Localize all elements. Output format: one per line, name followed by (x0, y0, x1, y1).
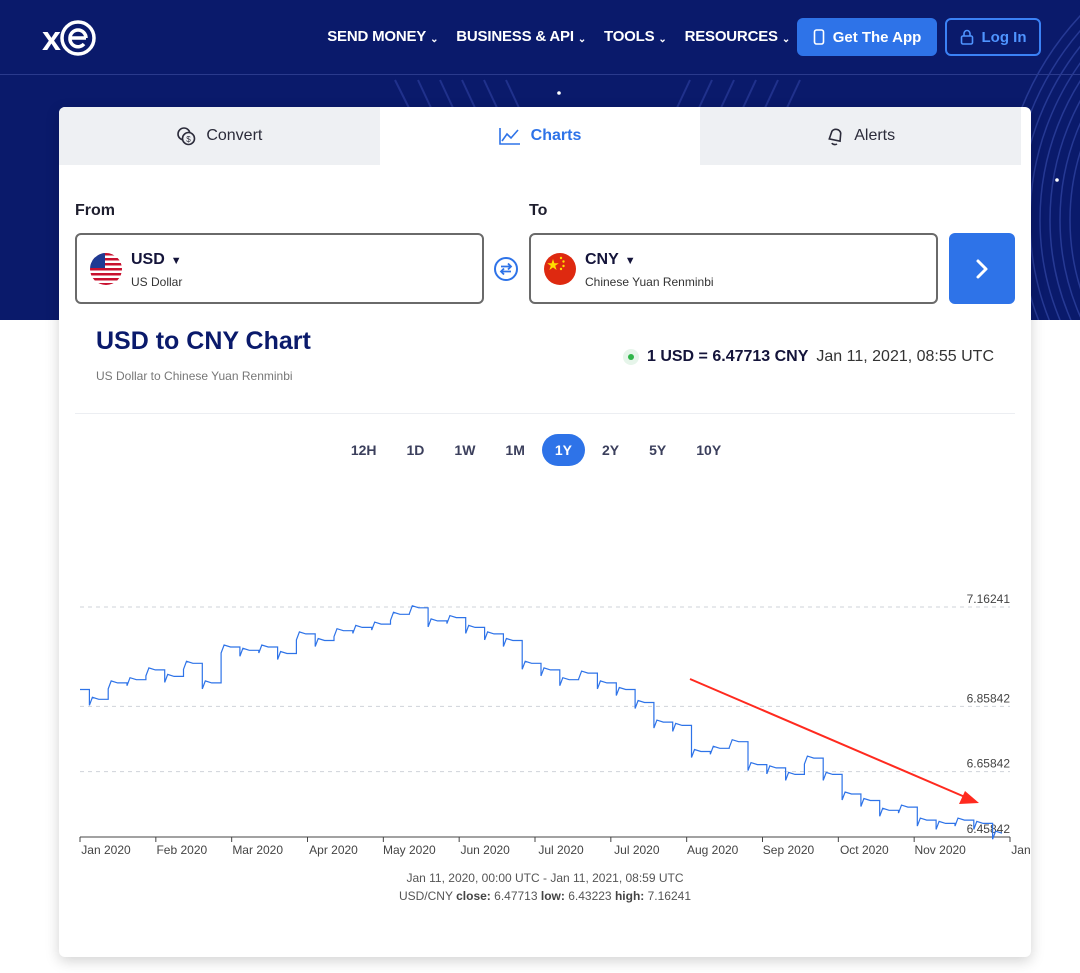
x-tick-label: Mar 2020 (232, 843, 283, 857)
from-currency-code: USD ▼ (131, 251, 182, 269)
nav-business-api[interactable]: BUSINESS & API ⌄ (456, 28, 586, 45)
y-tick-label: 7.16241 (967, 592, 1011, 606)
chart-title: USD to CNY Chart (96, 327, 311, 355)
chart-subtitle: US Dollar to Chinese Yuan Renminbi (96, 369, 293, 383)
cn-flag-icon (544, 253, 576, 285)
tab-label: Alerts (854, 127, 896, 144)
close-label: close: (456, 889, 491, 903)
range-1y[interactable]: 1Y (541, 434, 585, 466)
tab-label: Charts (530, 127, 582, 144)
rate-value: 1 USD = 6.47713 CNY (646, 348, 809, 365)
range-1m[interactable]: 1M (505, 442, 525, 458)
nav-label: SEND MONEY (327, 28, 427, 45)
trend-arrow-shaft (689, 678, 966, 798)
x-tick-label: Aug 2020 (687, 843, 739, 857)
chart-summary: USD/CNY close: 6.47713 low: 6.43223 high… (59, 889, 1031, 903)
chevron-down-icon: ⌄ (781, 34, 790, 45)
x-tick-label: Jul 2020 (614, 843, 660, 857)
caret-down-icon: ▼ (170, 255, 182, 267)
nav-send-money[interactable]: SEND MONEY ⌄ (327, 28, 438, 45)
x-tick-label: Oct 2020 (840, 843, 889, 857)
live-status-icon (622, 349, 639, 365)
caret-down-icon: ▼ (624, 255, 636, 267)
x-tick-label: Feb 2020 (156, 843, 207, 857)
login-button[interactable]: Log In (945, 18, 1041, 56)
y-tick-label: 6.85842 (967, 691, 1011, 705)
y-tick-label: 6.65842 (967, 757, 1011, 771)
to-currency-code: CNY ▼ (585, 251, 636, 269)
svg-text:$: $ (187, 135, 192, 144)
rate-timestamp: Jan 11, 2021, 08:55 UTC (816, 348, 994, 365)
get-app-label: Get The App (832, 28, 922, 46)
currency-code: USD (131, 251, 165, 268)
x-tick-label: Nov 2020 (914, 843, 966, 857)
x-tick-label: Sep 2020 (763, 843, 815, 857)
currency-code: CNY (585, 251, 619, 268)
tab-bar: $ Convert Charts Alerts (59, 107, 1022, 165)
x-tick-label: Jan 2020 (81, 843, 131, 857)
coins-icon: $ (177, 127, 196, 146)
tab-charts[interactable]: Charts (379, 107, 701, 165)
range-1w[interactable]: 1W (454, 442, 476, 458)
to-label: To (529, 202, 548, 219)
converter-card: $ Convert Charts Alerts From To USD ▼ US … (59, 107, 1031, 957)
rate-chart[interactable]: 7.16241 6.85842 6.65842 6.45842 Jan 2020 Feb … (59, 487, 1031, 867)
range-1d[interactable]: 1D (406, 442, 425, 458)
lock-icon (960, 29, 973, 45)
nav-label: BUSINESS & API (456, 28, 574, 45)
trend-arrow-head (959, 791, 979, 804)
y-tick-label: 6.45842 (967, 822, 1011, 836)
range-2y[interactable]: 2Y (602, 442, 620, 458)
range-10y[interactable]: 10Y (696, 442, 722, 458)
nav-resources[interactable]: RESOURCES ⌄ (684, 28, 791, 45)
swap-icon[interactable] (493, 256, 519, 282)
get-app-button[interactable]: Get The App (797, 18, 937, 56)
chevron-down-icon: ⌄ (577, 34, 586, 45)
x-tick-label: Jul 2020 (538, 843, 584, 857)
main-nav: SEND MONEY ⌄ BUSINESS & API ⌄ TOOLS ⌄ RESOU… (309, 28, 790, 45)
pair-label: USD/CNY (398, 889, 453, 903)
to-currency-name: Chinese Yuan Renminbi (585, 275, 714, 289)
chart-date-range: Jan 11, 2020, 00:00 UTC - Jan 11, 2021, … (406, 871, 684, 885)
from-label: From (75, 202, 115, 219)
chart-line-icon (498, 128, 520, 145)
series-line (80, 605, 1003, 840)
tab-label: Convert (206, 127, 263, 144)
xe-logo[interactable]: x (42, 16, 98, 60)
tab-alerts[interactable]: Alerts (700, 107, 1022, 165)
low-value: 6.43223 (568, 889, 612, 903)
low-label: low: (540, 889, 565, 903)
from-currency-name: US Dollar (131, 275, 183, 289)
nav-tools[interactable]: TOOLS ⌄ (604, 28, 667, 45)
login-label: Log In (981, 28, 1027, 46)
chevron-right-icon (976, 259, 988, 278)
nav-label: RESOURCES (684, 28, 778, 45)
phone-icon (813, 29, 824, 45)
high-value: 7.16241 (647, 889, 692, 903)
bell-icon (828, 128, 842, 146)
x-tick-label: Apr 2020 (309, 843, 358, 857)
to-currency-select[interactable]: CNY ▼ Chinese Yuan Renminbi (529, 233, 938, 304)
range-selector: 12H 1D 1W 1M 1Y 2Y 5Y 10Y (59, 434, 1031, 466)
high-label: high: (614, 889, 645, 903)
x-tick-label: Jan 2021 (1011, 843, 1031, 857)
submit-button[interactable] (949, 233, 1015, 304)
svg-text:x: x (42, 20, 61, 58)
divider (75, 413, 1015, 414)
tab-convert[interactable]: $ Convert (59, 107, 380, 165)
chevron-down-icon: ⌄ (658, 34, 667, 45)
from-currency-select[interactable]: USD ▼ US Dollar (75, 233, 484, 304)
live-rate: 1 USD = 6.47713 CNY Jan 11, 2021, 08:55 … (622, 348, 994, 366)
chevron-down-icon: ⌄ (430, 34, 439, 45)
close-value: 6.47713 (494, 889, 538, 903)
range-5y[interactable]: 5Y (649, 442, 667, 458)
nav-label: TOOLS (604, 28, 655, 45)
x-tick-label: May 2020 (383, 843, 436, 857)
range-12h[interactable]: 12H (350, 442, 377, 458)
x-tick-label: Jun 2020 (460, 843, 510, 857)
us-flag-icon (90, 253, 122, 285)
